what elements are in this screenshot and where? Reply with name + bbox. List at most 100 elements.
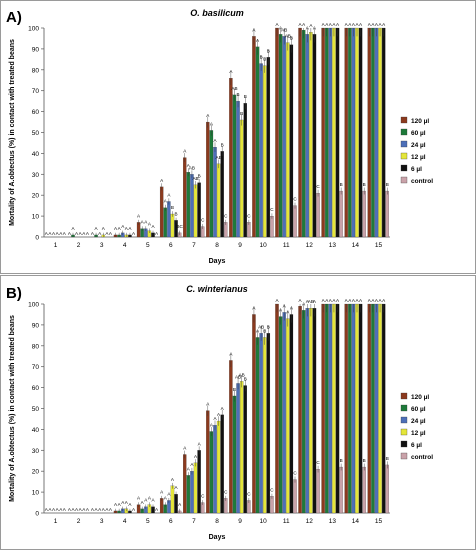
bar: [374, 303, 379, 514]
bar: [186, 475, 191, 514]
bar: [252, 36, 256, 238]
significance-letter: B: [363, 182, 366, 187]
y-tick-label: 10: [32, 214, 40, 221]
significance-letter: A: [355, 298, 359, 303]
significance-letter: A: [75, 507, 79, 512]
significance-letter: B: [244, 377, 247, 382]
significance-letter: A: [332, 22, 336, 27]
panel-b-title: C. winterianus: [186, 284, 248, 294]
significance-letter: A: [132, 231, 136, 236]
legend-label: 12 µl: [411, 154, 426, 161]
significance-letter: A: [155, 507, 159, 512]
y-tick-label: 10: [32, 490, 40, 497]
bar: [348, 27, 352, 238]
significance-letter: A: [128, 226, 132, 231]
y-tick-label: 100: [28, 302, 39, 309]
significance-letter: A: [86, 231, 90, 236]
bar: [301, 29, 306, 238]
significance-letter: A: [105, 231, 109, 236]
legend-label: 6 µl: [411, 442, 422, 449]
legend-swatch: [400, 404, 408, 412]
bar: [220, 414, 224, 514]
bar: [316, 193, 320, 238]
significance-letter: A: [382, 298, 386, 303]
significance-letter: A: [121, 224, 125, 229]
bar: [286, 318, 290, 514]
bar: [293, 205, 297, 238]
significance-letter: A: [109, 231, 113, 236]
significance-letter: B: [233, 387, 236, 392]
significance-letter: A: [306, 299, 310, 304]
bar: [255, 337, 260, 514]
bar: [362, 190, 366, 238]
x-tick-label: 14: [352, 518, 360, 525]
bar: [371, 27, 375, 238]
bar: [278, 316, 283, 514]
significance-letter: A: [95, 507, 99, 512]
x-tick-label: 6: [169, 518, 173, 525]
x-tick-label: 1: [54, 242, 58, 249]
significance-letter: A: [151, 224, 155, 229]
bar: [275, 27, 279, 238]
significance-letter: A: [178, 502, 182, 507]
y-tick-label: 90: [32, 46, 40, 53]
significance-letter: A: [171, 477, 175, 482]
significance-letter: A: [213, 416, 217, 421]
legend-swatch: [400, 440, 408, 448]
significance-letter: A: [45, 231, 49, 236]
bar: [183, 454, 187, 514]
bar: [193, 462, 198, 514]
significance-letter: A: [164, 199, 168, 204]
bar: [239, 381, 244, 514]
significance-letter: A: [68, 507, 72, 512]
bar: [190, 174, 194, 238]
bar: [270, 216, 274, 238]
bar: [298, 27, 302, 238]
significance-letter: B: [244, 94, 247, 99]
bar: [325, 27, 329, 238]
significance-letter: B: [198, 174, 201, 179]
bar: [236, 101, 240, 238]
bar: [344, 27, 348, 238]
bar: [367, 27, 371, 238]
significance-letter: A: [79, 507, 83, 512]
significance-letter: A: [86, 507, 90, 512]
legend-swatch: [400, 128, 408, 136]
significance-letter: A: [125, 500, 129, 505]
y-tick-label: 0: [35, 511, 39, 518]
x-tick-label: 11: [283, 242, 290, 249]
significance-letter: A: [379, 298, 383, 303]
panel-a-chart: A) O. basilicum 0 10 20 30 40 50 60 70 80 90 100 Mort…: [6, 8, 433, 265]
significance-letter: A: [167, 192, 171, 197]
x-tick-label: 5: [146, 242, 150, 249]
bar: [378, 303, 382, 514]
significance-letter: A: [256, 328, 260, 333]
bar: [236, 383, 240, 514]
bar: [351, 27, 356, 238]
legend-label: 6 µl: [411, 166, 422, 173]
significance-letter: A: [109, 507, 113, 512]
bar: [348, 303, 352, 514]
bar: [252, 314, 256, 514]
significance-letter: A: [348, 22, 352, 27]
y-tick-label: 50: [32, 130, 40, 137]
bar: [378, 27, 382, 238]
legend-label: 60 µl: [411, 130, 426, 137]
significance-letter: B: [240, 111, 243, 116]
significance-letter: AB: [231, 86, 237, 91]
panel-a-label: A): [6, 9, 22, 26]
significance-letter: A: [121, 500, 125, 505]
bar: [309, 32, 313, 238]
bar: [312, 34, 317, 238]
significance-letter: A: [229, 69, 233, 74]
bar: [325, 303, 329, 514]
legend-label: 24 µl: [411, 142, 426, 149]
significance-letter: A: [375, 22, 379, 27]
bar: [229, 360, 233, 514]
significance-letter: C: [293, 471, 297, 476]
bar: [316, 469, 320, 514]
significance-letter: A: [63, 507, 67, 512]
significance-letter: B: [263, 328, 266, 333]
x-axis-label: Days: [209, 534, 226, 541]
legend-label: 120 µl: [411, 394, 429, 401]
